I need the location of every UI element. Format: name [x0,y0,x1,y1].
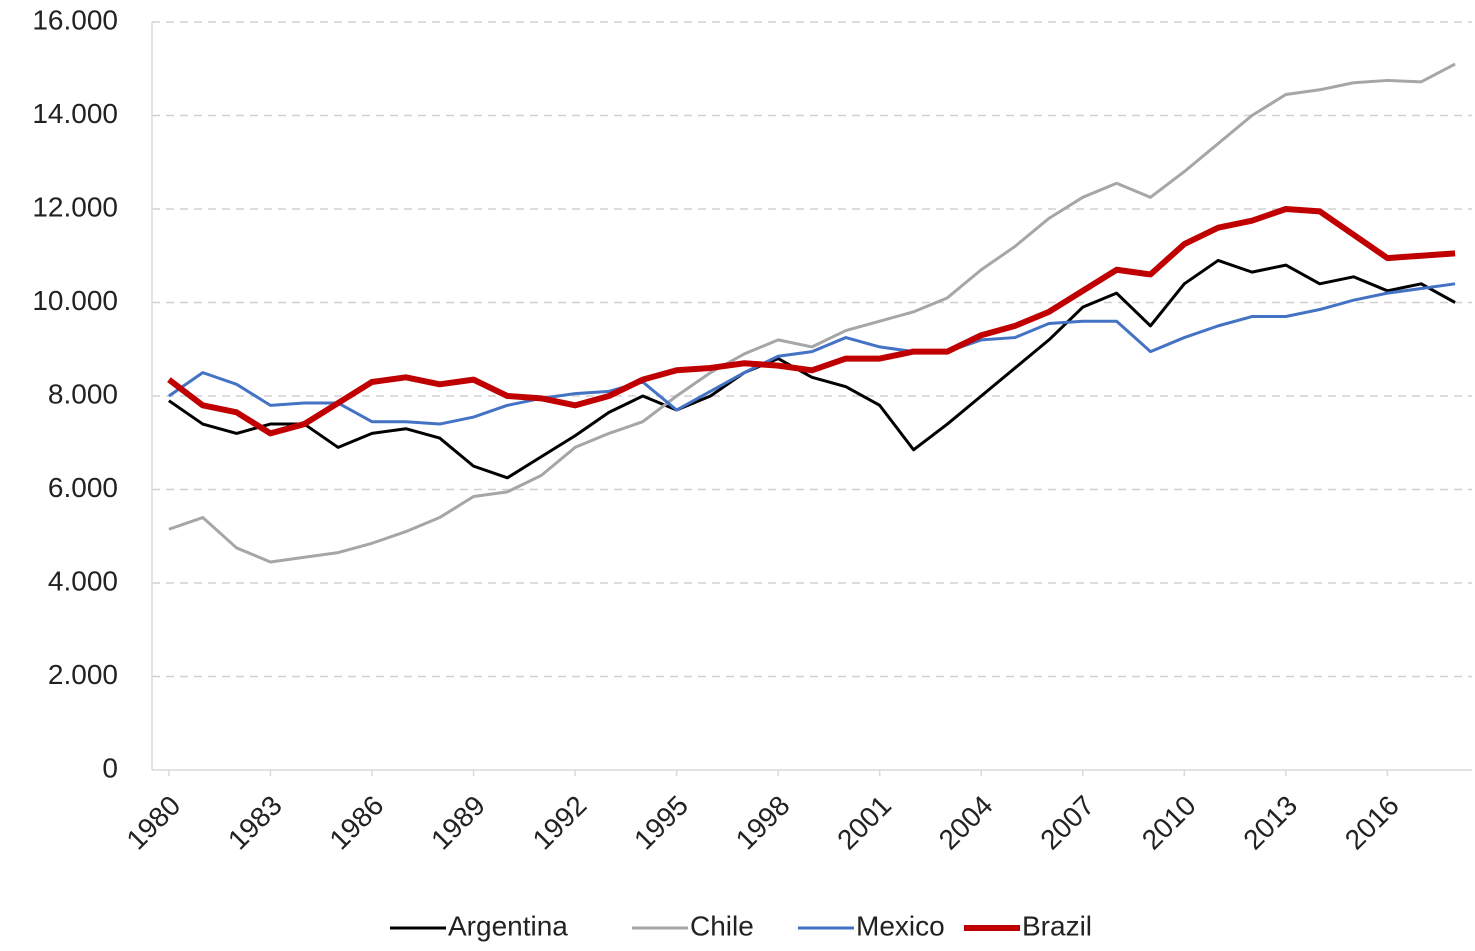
series-line [168,282,1456,426]
x-tick-label: 1980 [120,790,186,856]
y-tick-label: 2.000 [48,659,118,690]
series-line [168,258,1456,480]
x-tick-label: 1983 [222,790,288,856]
legend-label: Chile [690,910,754,941]
x-tick-label: 2013 [1237,790,1303,856]
legend-label: Mexico [856,910,945,941]
x-tick-label: 1995 [628,790,694,856]
x-tick-label: 2004 [933,790,999,856]
x-tick-label: 1998 [730,790,796,856]
y-tick-label: 12.000 [32,191,118,222]
legend-label: Brazil [1022,910,1092,941]
y-tick-label: 16.000 [32,4,118,35]
x-tick-label: 1986 [323,790,389,856]
x-tick-label: 1992 [527,790,593,856]
x-tick-label: 1989 [425,790,491,856]
series-line [168,62,1456,564]
y-tick-label: 8.000 [48,378,118,409]
y-tick-label: 14.000 [32,98,118,129]
x-tick-label: 2010 [1136,790,1202,856]
y-tick-label: 6.000 [48,472,118,503]
x-tick-label: 2016 [1339,790,1405,856]
y-tick-label: 10.000 [32,285,118,316]
legend-label: Argentina [448,910,568,941]
y-tick-label: 0 [102,752,118,783]
y-tick-label: 4.000 [48,565,118,596]
series-line [167,206,1456,437]
x-tick-label: 2001 [831,790,897,856]
x-tick-label: 2007 [1034,790,1100,856]
